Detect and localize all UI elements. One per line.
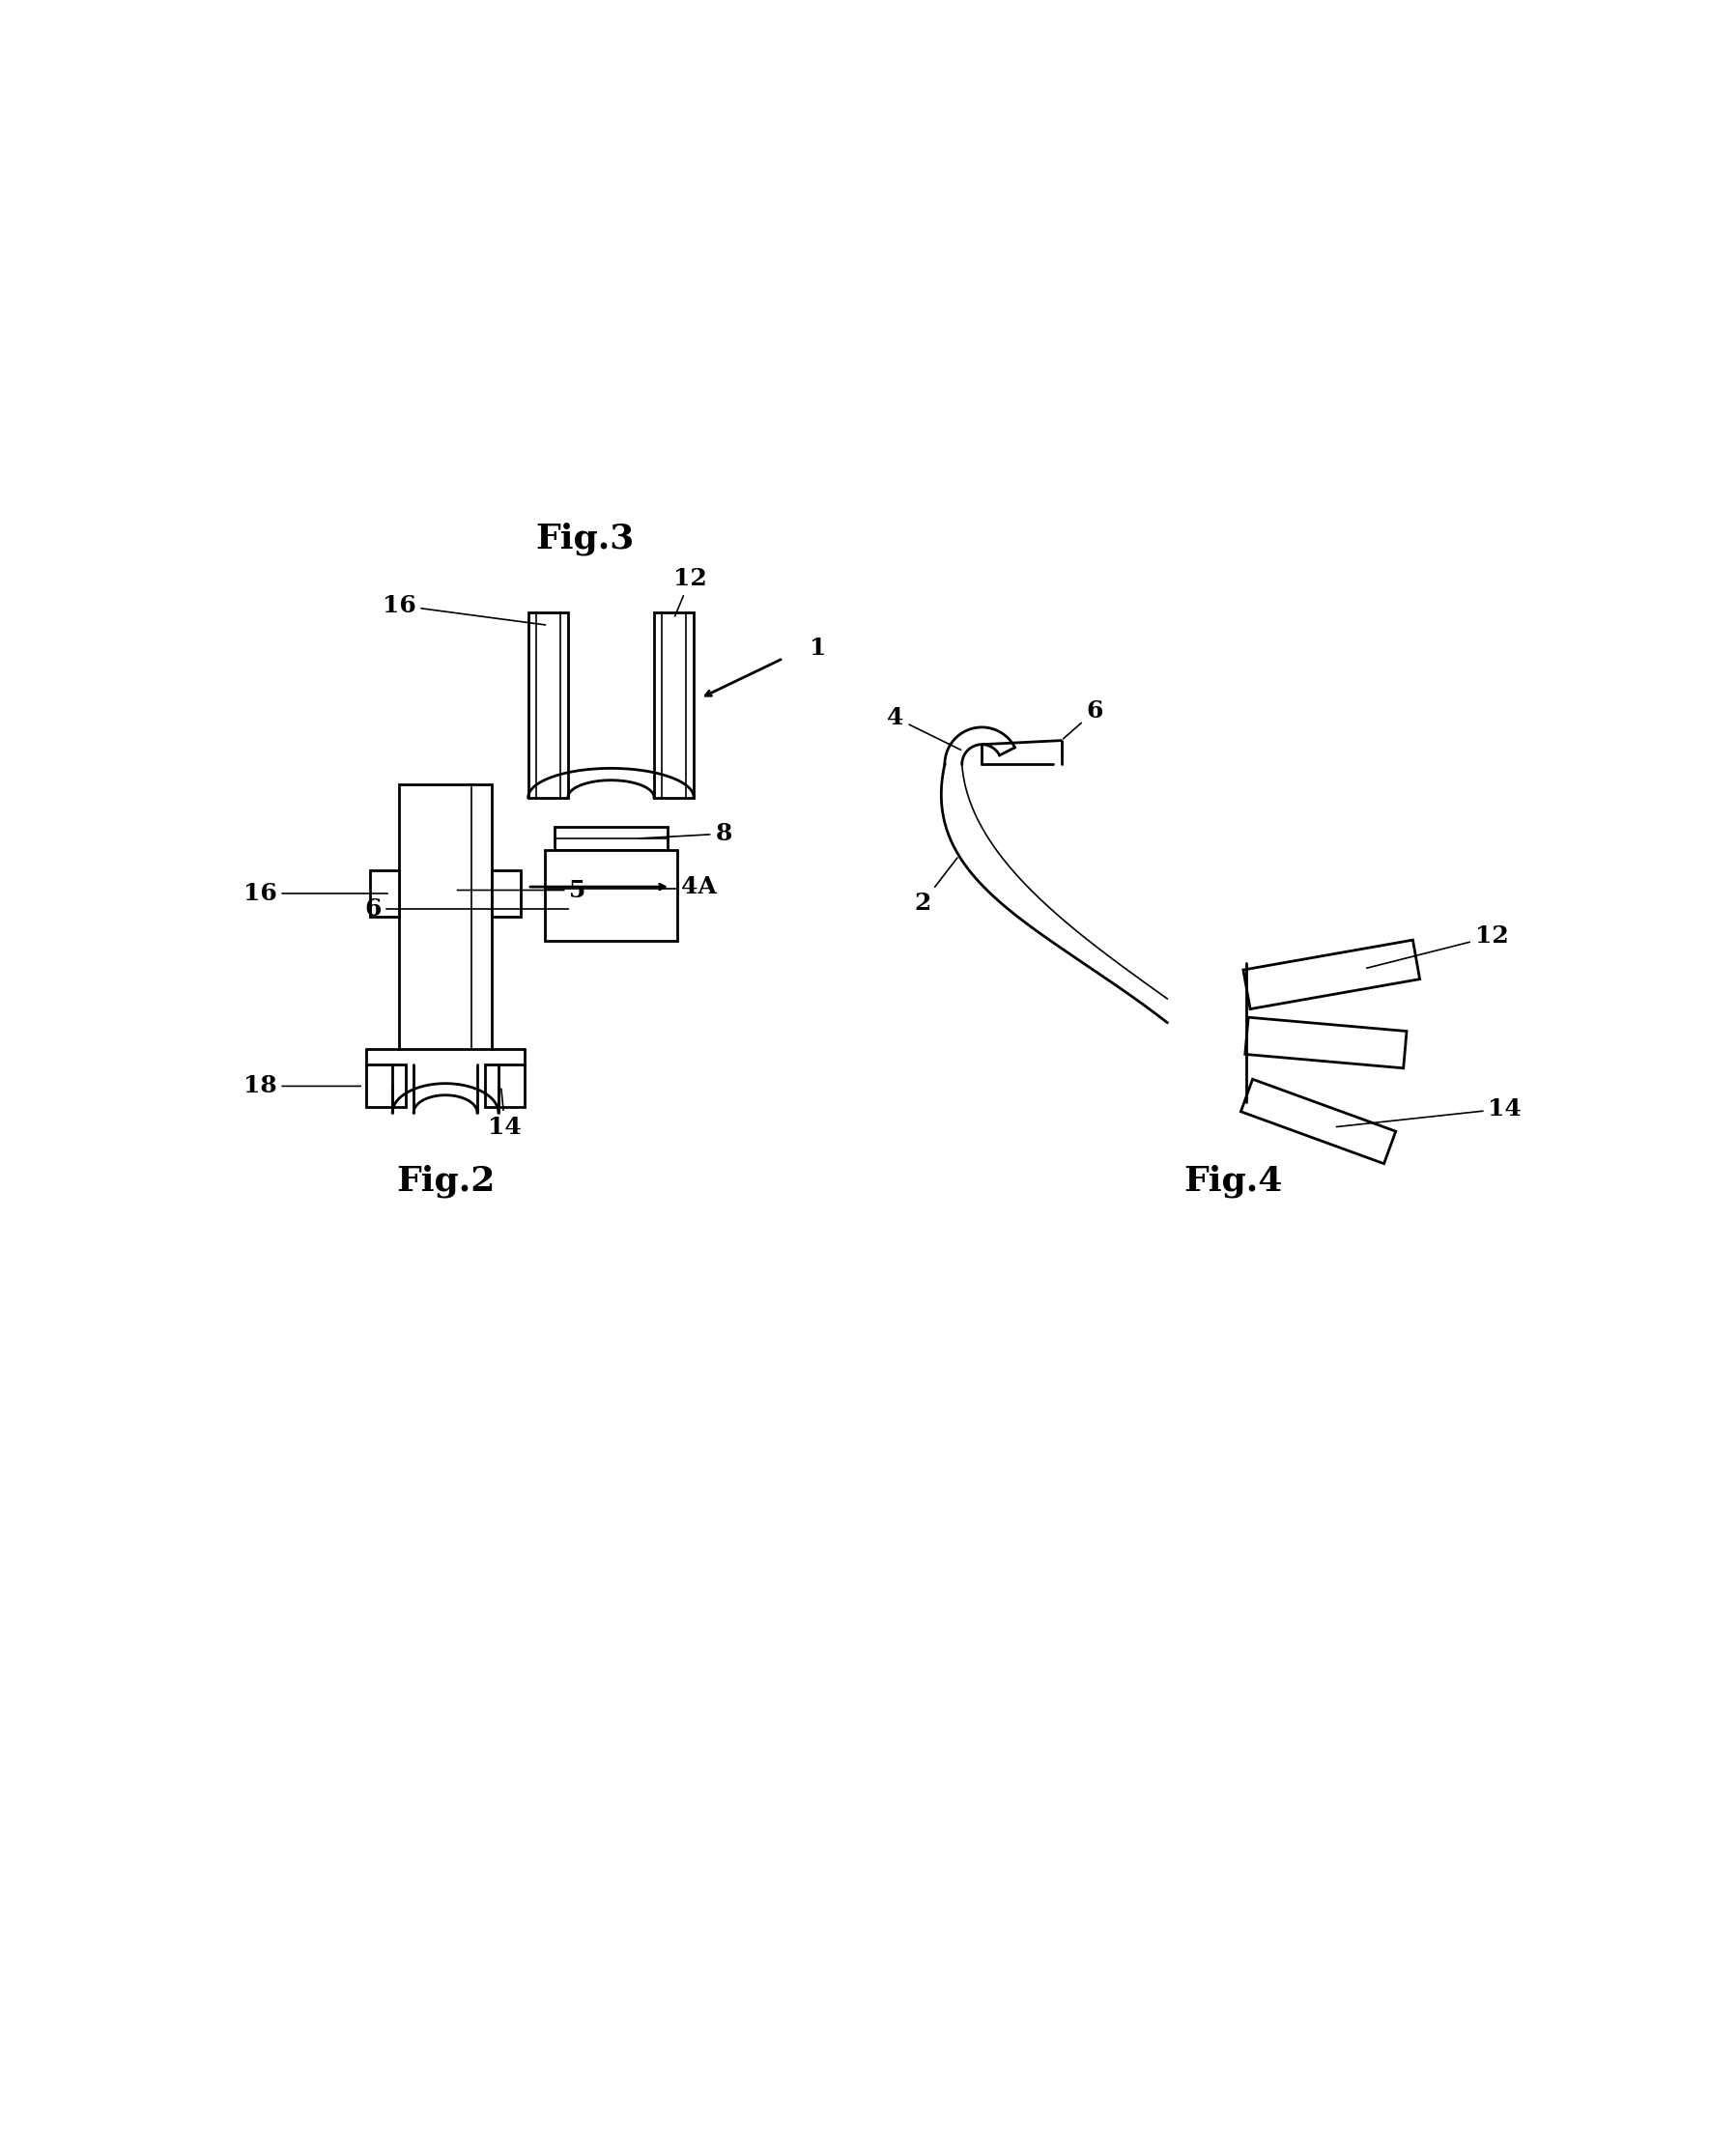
Text: 14: 14 [489,1089,521,1138]
Text: Fig.4: Fig.4 [1184,1164,1283,1199]
Bar [398,785,492,1050]
Bar [545,849,677,940]
Bar [366,1065,405,1108]
Text: 16: 16 [243,882,388,906]
Text: 4: 4 [887,707,960,750]
Text: 16: 16 [383,593,545,625]
Text: 14: 14 [1336,1097,1521,1128]
Bar [655,612,694,798]
Text: 1: 1 [810,636,827,660]
Polygon shape [1242,940,1420,1009]
Bar [555,826,667,849]
Text: 6: 6 [364,897,569,921]
Text: 12: 12 [673,567,708,617]
Bar [492,871,521,916]
Bar [528,612,567,798]
Text: 4A: 4A [682,875,716,899]
Text: 2: 2 [914,858,957,914]
Polygon shape [1246,1018,1407,1067]
Text: Fig.2: Fig.2 [396,1164,496,1199]
Bar [369,871,400,916]
Text: 5: 5 [458,877,586,901]
Text: 12: 12 [1367,925,1509,968]
Polygon shape [1241,1080,1396,1164]
Text: Fig.3: Fig.3 [535,522,634,556]
Text: 8: 8 [641,821,731,845]
Text: 6: 6 [1063,701,1102,740]
Bar [485,1065,525,1108]
Text: 18: 18 [243,1074,361,1097]
